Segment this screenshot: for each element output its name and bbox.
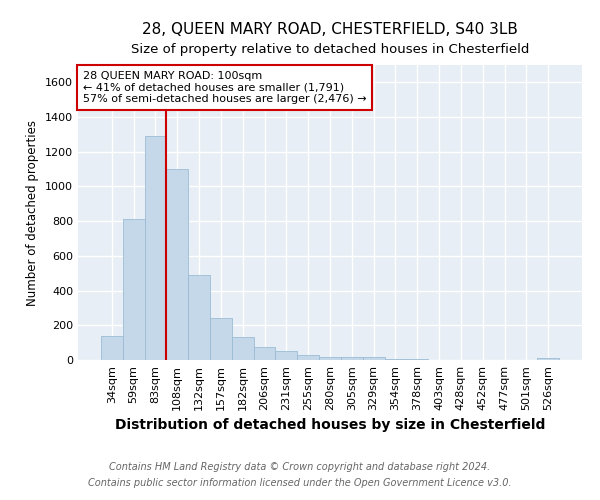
Bar [145, 136, 166, 360]
Bar [341, 358, 363, 360]
Text: Contains HM Land Registry data © Crown copyright and database right 2024.: Contains HM Land Registry data © Crown c… [109, 462, 491, 472]
Bar [188, 275, 210, 360]
Text: 28 QUEEN MARY ROAD: 100sqm
← 41% of detached houses are smaller (1,791)
57% of s: 28 QUEEN MARY ROAD: 100sqm ← 41% of deta… [83, 71, 367, 104]
Bar [297, 355, 319, 360]
Bar [363, 358, 385, 360]
Bar [123, 220, 145, 360]
Bar [254, 347, 275, 360]
X-axis label: Distribution of detached houses by size in Chesterfield: Distribution of detached houses by size … [115, 418, 545, 432]
Text: Size of property relative to detached houses in Chesterfield: Size of property relative to detached ho… [131, 42, 529, 56]
Bar [232, 338, 254, 360]
Bar [385, 359, 406, 360]
Bar [210, 318, 232, 360]
Bar [537, 358, 559, 360]
Y-axis label: Number of detached properties: Number of detached properties [26, 120, 40, 306]
Bar [101, 336, 123, 360]
Bar [275, 352, 297, 360]
Bar [166, 169, 188, 360]
Bar [319, 356, 341, 360]
Text: 28, QUEEN MARY ROAD, CHESTERFIELD, S40 3LB: 28, QUEEN MARY ROAD, CHESTERFIELD, S40 3… [142, 22, 518, 38]
Text: Contains public sector information licensed under the Open Government Licence v3: Contains public sector information licen… [88, 478, 512, 488]
